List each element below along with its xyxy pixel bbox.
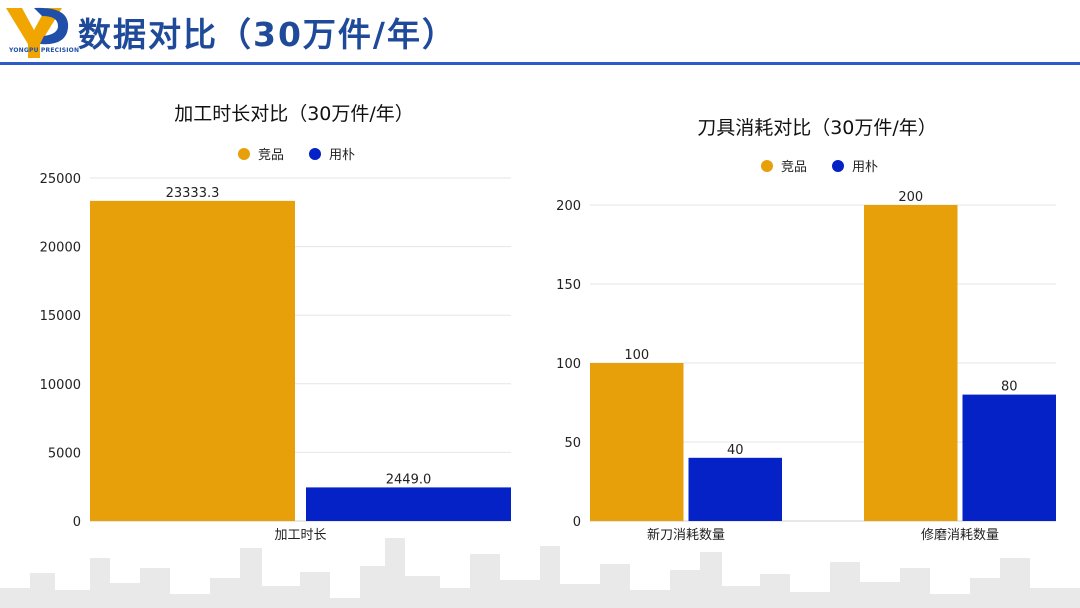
chart2-legend-label-competitor: 竞品 [781, 159, 807, 175]
chart1-y-tick-label: 10000 [40, 378, 81, 393]
chart2-bar [688, 457, 782, 521]
chart1-y-tick-label: 25000 [40, 172, 81, 187]
logo-text: YONGPU PRECISION [9, 47, 80, 54]
chart2-y-tick-label: 200 [556, 199, 581, 214]
chart1-title: 加工时长对比（30万件/年） [174, 103, 414, 125]
slide-header: YONGPU PRECISION 数据对比（30万件/年） [0, 0, 1080, 65]
chart1-plot-area: 0 5000 10000 15000 20000 25000 23333.3 2449.0 加工… [40, 172, 511, 543]
chart2-y-tick-label: 150 [556, 278, 581, 293]
chart1-bar [90, 200, 295, 521]
chart1-y-tick-label: 5000 [48, 446, 81, 461]
skyline-decoration [0, 538, 1080, 608]
chart1-category-label: 加工时长 [274, 528, 326, 543]
page-title: 数据对比（30万件/年） [78, 15, 457, 54]
chart2-bar [590, 363, 684, 521]
chart2-y-tick-label: 50 [564, 436, 581, 451]
chart2-bar [962, 394, 1056, 521]
chart2-category-label: 修磨消耗数量 [921, 528, 999, 543]
chart2-plot-area: 0 50 100 150 200 100 40 新刀消耗数量 200 80 修磨消耗数量 [556, 190, 1056, 543]
chart1-y-tick-label: 15000 [40, 309, 81, 324]
chart1-legend-label-yongpu: 用朴 [329, 148, 355, 163]
chart1-y-tick-label: 20000 [40, 241, 81, 256]
chart2-title: 刀具消耗对比（30万件/年） [697, 117, 937, 139]
chart1-y-tick-label: 0 [73, 515, 81, 530]
chart2-y-tick-label: 100 [556, 357, 581, 372]
chart2-category-label: 新刀消耗数量 [647, 527, 725, 543]
chart2-legend-label-yongpu: 用朴 [852, 160, 878, 175]
chart1-bar [306, 487, 511, 521]
chart2-legend-swatch-yongpu [832, 160, 844, 172]
chart2-data-label: 40 [727, 443, 744, 458]
chart1-legend-swatch-yongpu [309, 148, 321, 160]
chart2-data-label: 100 [624, 348, 649, 363]
chart1-legend-swatch-competitor [238, 148, 250, 160]
chart2-bar [864, 205, 958, 521]
chart2-data-label: 80 [1001, 380, 1018, 395]
chart2-y-tick-label: 0 [573, 515, 581, 530]
chart1-data-label: 23333.3 [166, 186, 220, 201]
chart1-legend-label-competitor: 竞品 [258, 147, 284, 163]
chart2-legend-swatch-competitor [761, 160, 773, 172]
header-divider [0, 62, 1080, 65]
chart2-data-label: 200 [898, 190, 923, 205]
yongpu-logo [6, 7, 69, 58]
chart1-data-label: 2449.0 [386, 472, 432, 487]
